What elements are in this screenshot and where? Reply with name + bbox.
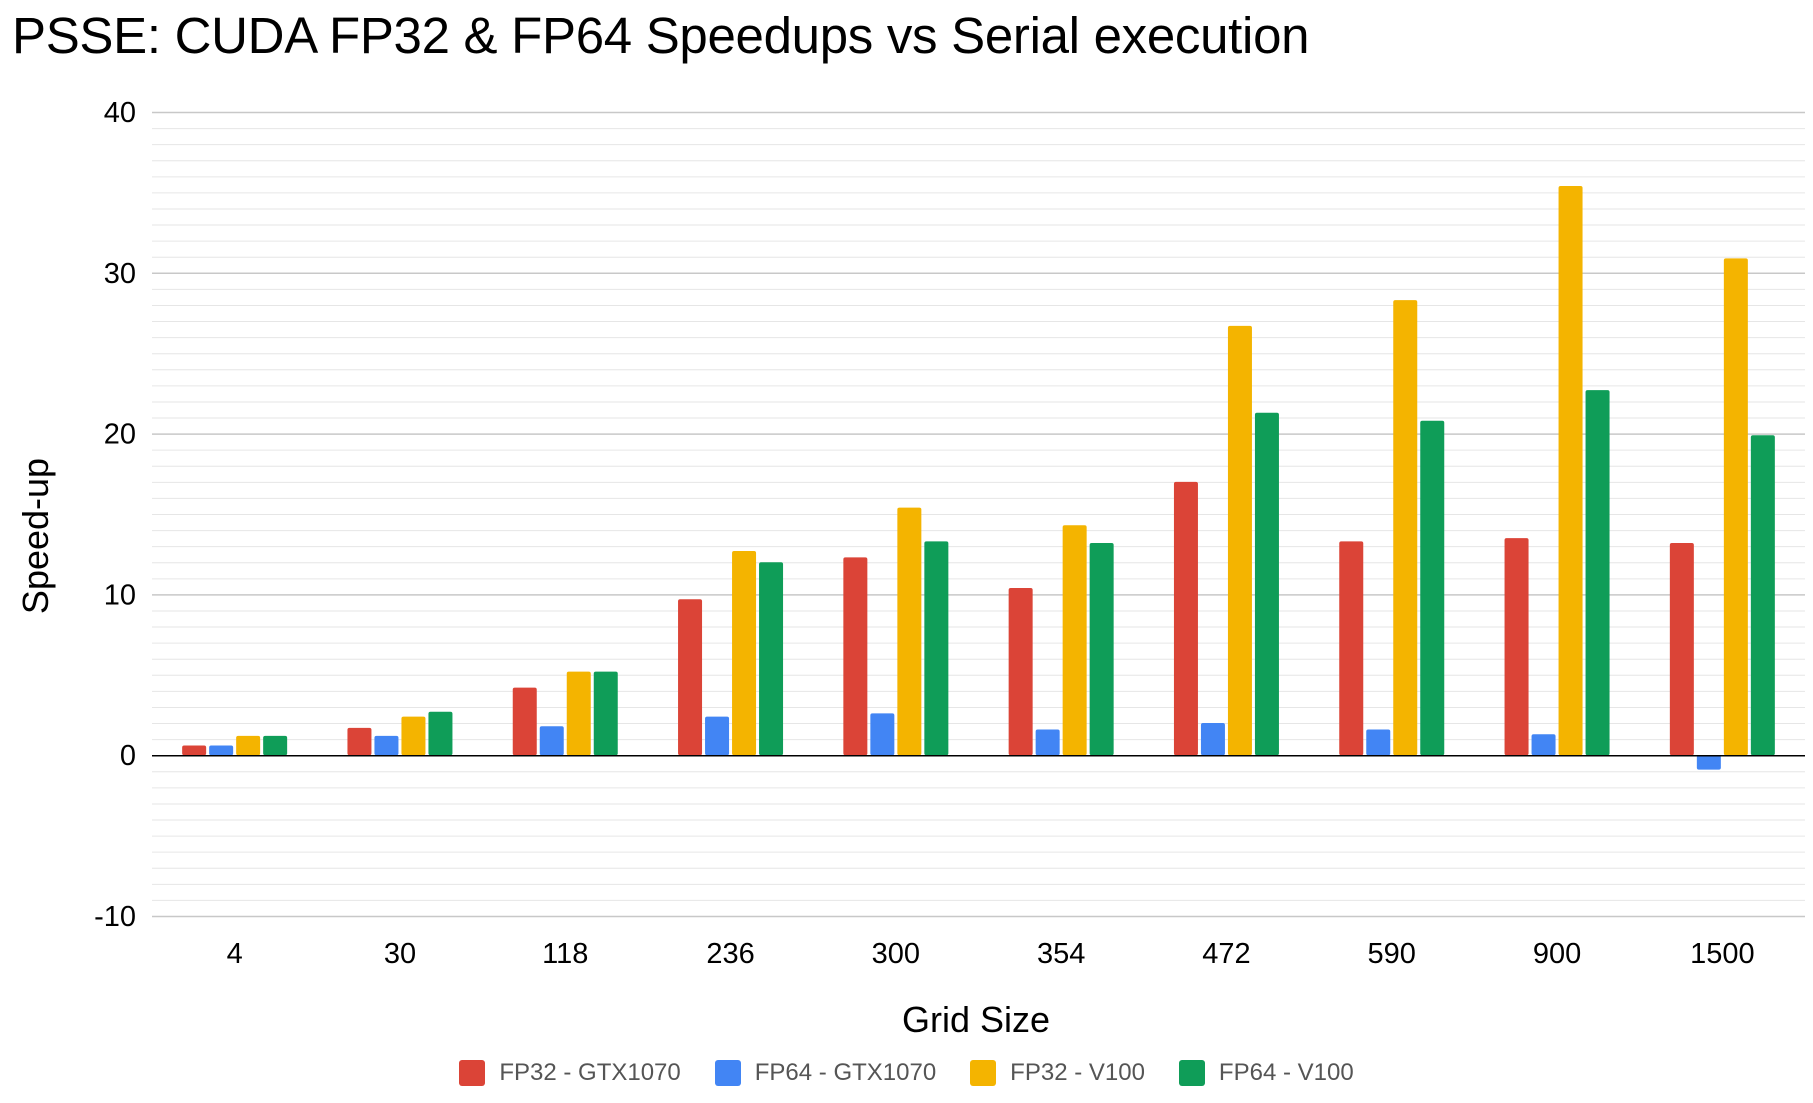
legend-label: FP32 - GTX1070 [499,1059,681,1086]
bar-fp32-v100-1500 [1723,258,1748,756]
bar-fp32-gtx1070-354 [1008,587,1033,756]
y-tick-label: 20 [104,419,136,451]
bar-fp64-gtx1070-472 [1200,723,1225,756]
x-tick-label: 472 [1202,938,1250,970]
bar-fp32-gtx1070-236 [678,599,703,756]
x-axis-title: Grid Size [902,999,1050,1040]
bar-fp64-v100-118 [593,671,618,756]
bar-fp32-v100-300 [897,507,922,756]
bar-fp64-gtx1070-118 [539,726,564,756]
legend-item: FP32 - V100 [970,1059,1145,1087]
bar-fp32-gtx1070-30 [347,727,372,756]
bar-fp32-v100-590 [1393,300,1418,756]
bar-fp32-v100-236 [732,550,757,756]
bar-fp32-gtx1070-1500 [1669,542,1694,756]
y-axis-title: Speed-up [15,458,56,614]
bar-fp64-gtx1070-590 [1366,729,1391,756]
legend-swatch [970,1060,997,1086]
legend-item: FP32 - GTX1070 [459,1059,681,1087]
legend-label: FP32 - V100 [1010,1059,1145,1086]
x-tick-label: 590 [1368,938,1416,970]
bar-fp32-v100-354 [1062,525,1087,756]
y-tick-label: 30 [104,258,136,290]
bar-fp64-v100-472 [1254,412,1279,756]
axes: -10 0 10 20 30 40 4 30 118 236 300 354 472 590 900 1500 [94,97,1805,970]
y-tick-label: 10 [104,579,136,611]
gridlines [152,111,1805,918]
bar-fp32-gtx1070-472 [1173,481,1198,756]
bar-fp64-gtx1070-30 [374,735,399,756]
legend-item: FP64 - GTX1070 [714,1059,937,1087]
x-tick-label: 900 [1533,938,1581,970]
bar-fp64-v100-354 [1089,542,1114,756]
y-tick-label: 40 [104,97,136,129]
bar-fp32-v100-4 [236,735,261,756]
bar-fp64-v100-900 [1585,390,1610,756]
bar-fp64-v100-300 [924,541,949,756]
bar-fp32-gtx1070-4 [182,745,207,756]
legend-label: FP64 - GTX1070 [754,1059,937,1086]
chart-title: PSSE: CUDA FP32 & FP64 Speedups vs Seria… [12,7,1310,64]
bar-fp64-v100-4 [263,735,288,756]
bar-fp64-v100-590 [1420,420,1445,756]
legend-swatch [1178,1060,1205,1086]
x-tick-label: 1500 [1690,938,1755,970]
bar-fp64-v100-1500 [1750,435,1775,756]
bar-fp64-gtx1070-236 [705,716,730,756]
legend-item: FP64 - V100 [1178,1059,1354,1087]
bars [182,185,1775,770]
x-tick-label: 300 [872,938,920,970]
bar-fp64-v100-30 [428,711,453,756]
x-tick-label: 30 [384,938,416,970]
bar-fp64-gtx1070-300 [870,713,895,756]
bar-fp32-v100-30 [401,716,426,756]
x-tick-label: 236 [706,938,754,970]
bar-fp32-gtx1070-118 [512,687,537,756]
bar-fp32-gtx1070-300 [843,557,868,756]
bar-fp32-v100-472 [1227,325,1252,756]
y-tick-label: -10 [94,901,136,933]
bar-fp32-v100-118 [566,671,591,756]
x-tick-label: 4 [227,938,243,970]
bar-fp32-v100-900 [1558,185,1583,756]
legend-swatch [714,1060,741,1086]
x-tick-label: 354 [1037,938,1085,970]
y-tick-label: 0 [120,740,136,772]
bar-fp64-gtx1070-1500 [1696,755,1721,770]
bar-fp64-gtx1070-354 [1035,729,1060,756]
bar-fp32-gtx1070-590 [1339,541,1364,756]
bar-fp64-v100-236 [759,562,784,756]
bar-fp64-gtx1070-900 [1531,734,1556,756]
bar-fp32-gtx1070-900 [1504,538,1529,756]
legend: FP32 - GTX1070 FP64 - GTX1070 FP32 - V100 F… [0,1058,1813,1088]
legend-swatch [459,1060,486,1086]
bar-fp64-gtx1070-4 [209,745,234,756]
x-tick-label: 118 [542,938,588,970]
legend-label: FP64 - V100 [1218,1059,1354,1086]
